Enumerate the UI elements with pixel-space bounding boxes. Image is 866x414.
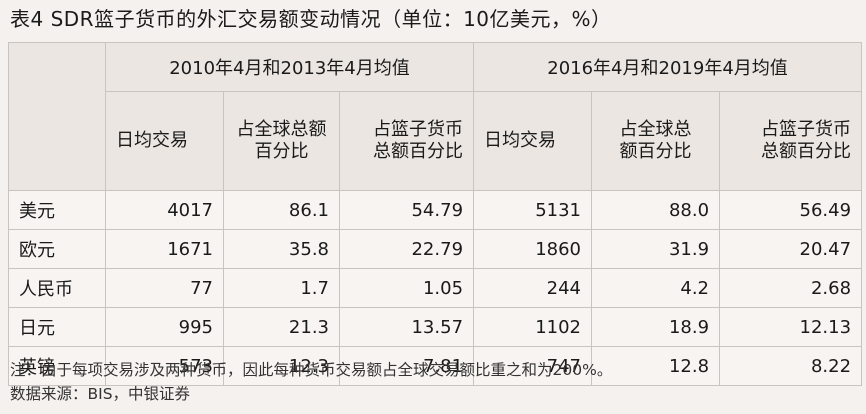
column-header-line: 占篮子货币 [373, 119, 464, 140]
column-header-line: 占全球总 [619, 119, 692, 140]
value-cell: 18.9 [591, 307, 721, 347]
column-header-cell: 占全球总额百分比 [223, 91, 340, 191]
column-header-line: 总额百分比 [373, 141, 464, 162]
column-header-line: 日均交易 [484, 130, 557, 151]
column-header-line: 百分比 [254, 141, 309, 162]
value-cell: 747 [473, 346, 593, 386]
currency-label: 日元 [8, 307, 106, 347]
value-cell: 77 [105, 268, 224, 308]
value-cell: 20.47 [719, 229, 863, 269]
currency-label: 美元 [8, 190, 106, 230]
value-cell: 1671 [105, 229, 224, 269]
column-header-row: 日均交易 占全球总额 百分比 占篮子货币 总额百分比 日均交易 占全球总 额百分比 占篮子货币总… [9, 91, 863, 191]
currency-label: 英镑 [8, 346, 106, 386]
column-header-cell: 日均交易 [105, 91, 224, 191]
table-row: 英镑 573 12.3 7.81 747 12.8 8.22 [8, 346, 863, 386]
value-cell: 995 [105, 307, 224, 347]
table-row: 欧元 1671 35.8 22.79 1860 31.9 20.47 [8, 229, 863, 269]
value-cell: 244 [473, 268, 593, 308]
data-source: 数据来源：BIS，中银证券 [10, 385, 191, 403]
value-cell: 5131 [473, 190, 593, 230]
group-header-cell: 2010年4月和2013年4月均值 [104, 42, 475, 92]
column-header-line: 额百分比 [619, 141, 692, 162]
value-cell: 35.8 [223, 229, 340, 269]
group-header-cell: 2016年4月和2019年4月均值 [473, 42, 863, 92]
column-header-cell: 占篮子货币 总额百分比 [338, 91, 475, 191]
value-cell: 21.3 [223, 307, 340, 347]
value-cell: 31.9 [591, 229, 721, 269]
fx-turnover-table: 2010年4月和2013年4月均值 2016年4月和2019年4月均值 日均交易 占全… [8, 42, 863, 386]
value-cell: 1.7 [223, 268, 340, 308]
column-header-text: 占全球总额百分比 [237, 119, 327, 163]
value-cell: 13.57 [338, 307, 475, 347]
table-row: 美元 4017 86.1 54.79 5131 88.0 56.49 [8, 190, 863, 230]
value-cell: 1.05 [338, 268, 475, 308]
table-title: 表4 SDR篮子货币的外汇交易额变动情况（单位：10亿美元，%） [10, 7, 612, 31]
value-cell: 54.79 [338, 190, 475, 230]
group-header-row: 2010年4月和2013年4月均值 2016年4月和2019年4月均值 [8, 42, 863, 191]
column-header-line: 占全球总额 [236, 119, 327, 140]
value-cell: 12.13 [719, 307, 863, 347]
column-header-cell: 占篮子货币 总额百分比 [719, 91, 863, 191]
column-header-line: 日均交易 [116, 130, 188, 151]
value-cell: 12.8 [591, 346, 721, 386]
column-header-text: 日均交易 [484, 130, 556, 152]
value-cell: 8.22 [719, 346, 863, 386]
column-header-cell: 日均交易 [473, 91, 593, 191]
table-row: 日元 995 21.3 13.57 1102 18.9 12.13 [8, 307, 863, 347]
currency-label: 欧元 [8, 229, 106, 269]
value-cell: 86.1 [223, 190, 340, 230]
value-cell: 88.0 [591, 190, 721, 230]
header-corner-cell [8, 42, 106, 191]
footnote: 注：由于每项交易涉及两种货币，因此每种货币交易额占全球交易额比重之和为200%。 [10, 361, 613, 379]
value-cell: 22.79 [338, 229, 475, 269]
value-cell: 56.49 [719, 190, 863, 230]
value-cell: 1102 [473, 307, 593, 347]
column-header-cell: 占全球总额百分比 [591, 91, 721, 191]
column-header-text: 日均交易 [116, 130, 188, 152]
currency-label: 人民币 [8, 268, 106, 308]
column-header-text: 占篮子货币 总额百分比 [373, 119, 463, 163]
value-cell: 4.2 [591, 268, 721, 308]
value-cell: 12.3 [223, 346, 340, 386]
table-row: 人民币 77 1.7 1.05 244 4.2 2.68 [8, 268, 863, 308]
column-header-line: 总额百分比 [761, 141, 852, 162]
column-header-line: 占篮子货币 [761, 119, 852, 140]
value-cell: 1860 [473, 229, 593, 269]
column-header-text: 占全球总额百分比 [620, 119, 692, 163]
value-cell: 7.81 [338, 346, 475, 386]
column-header-text: 占篮子货币 总额百分比 [761, 119, 851, 163]
value-cell: 2.68 [719, 268, 863, 308]
value-cell: 4017 [105, 190, 224, 230]
